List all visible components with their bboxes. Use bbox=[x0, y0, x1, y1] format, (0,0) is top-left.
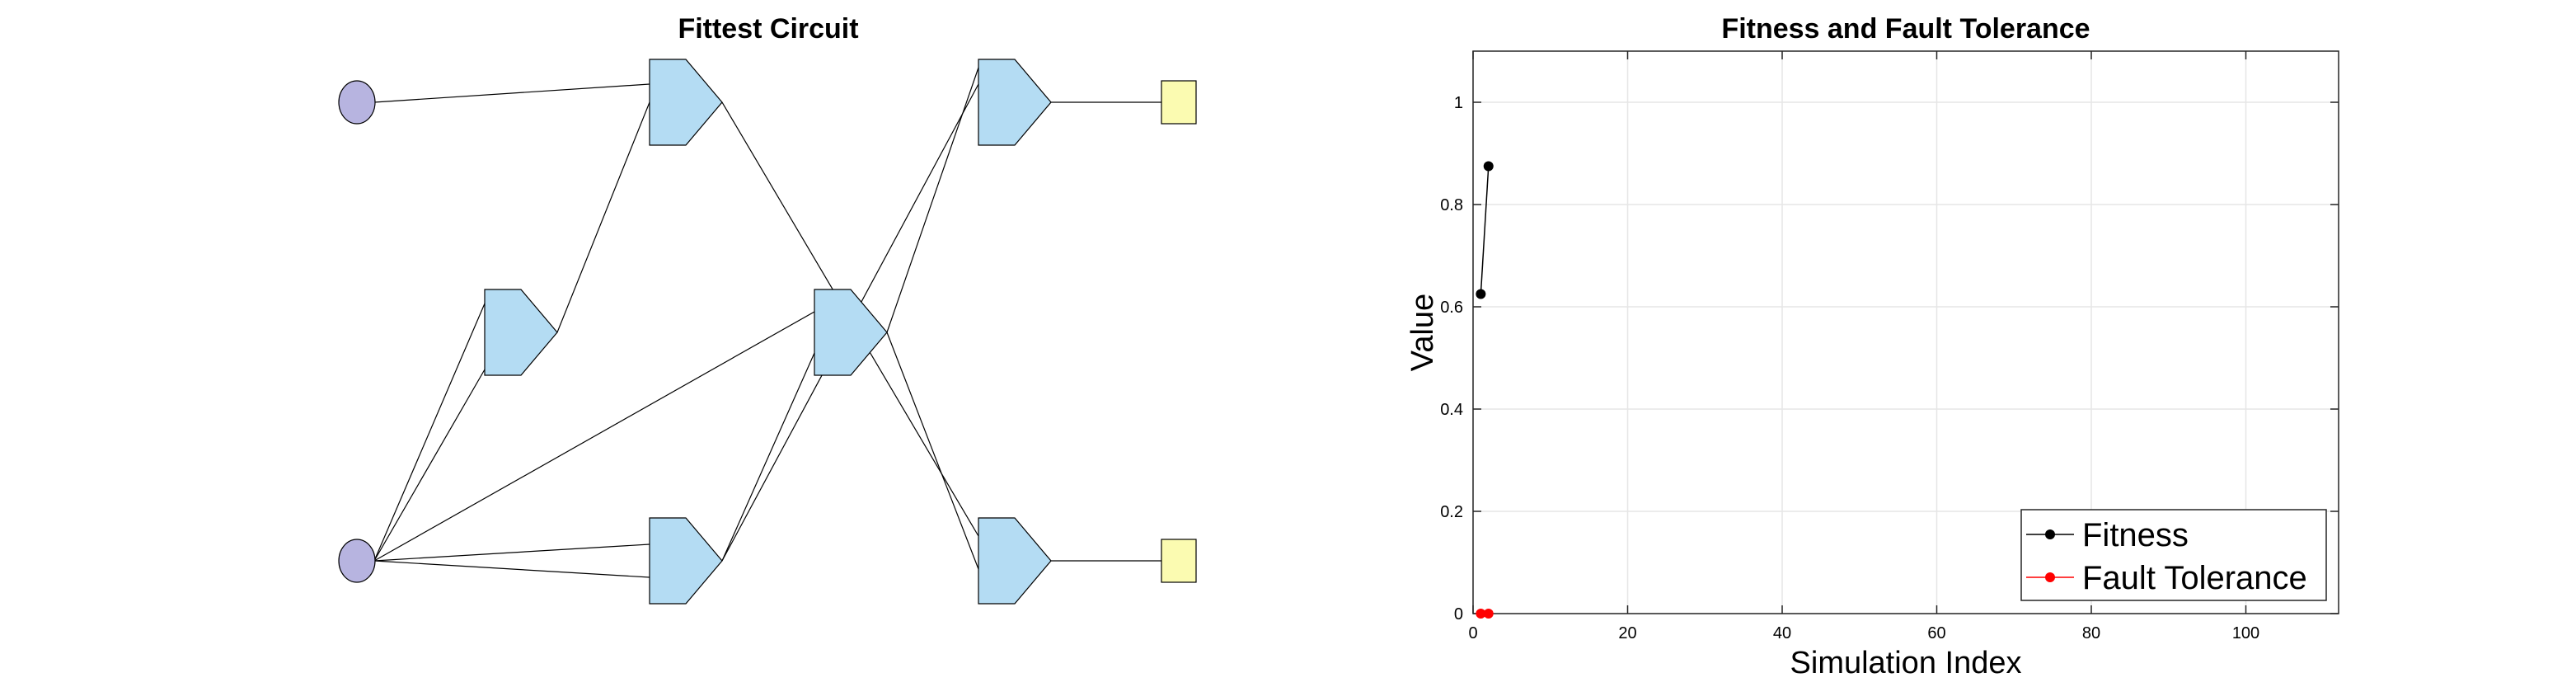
gate-node-g_center bbox=[814, 289, 888, 376]
chart-series bbox=[1476, 161, 1494, 619]
data-point bbox=[1476, 289, 1486, 299]
y-axis-label: Value bbox=[1405, 294, 1440, 371]
y-tick-label: 0.8 bbox=[1440, 196, 1463, 214]
x-tick-label: 100 bbox=[2232, 624, 2259, 642]
gate-node-g_mid_left bbox=[484, 289, 558, 376]
output-node-out2 bbox=[1161, 539, 1197, 583]
circuit-wires bbox=[373, 67, 1161, 578]
data-point bbox=[1483, 609, 1494, 619]
chart-ticks: 0 20 40 60 80 100 0 0.2 0.4 0.6 0.8 1 bbox=[1440, 51, 2339, 642]
gate-node-g_top bbox=[649, 59, 723, 146]
series-line bbox=[1480, 166, 1490, 294]
fitness-chart: Fitness and Fault Tolerance 0 20 40 60 80 100… bbox=[1405, 13, 2339, 680]
input-node-in2 bbox=[338, 539, 376, 583]
x-tick-label: 0 bbox=[1468, 624, 1477, 642]
y-tick-label: 0.6 bbox=[1440, 299, 1463, 317]
chart-axes-box bbox=[1472, 50, 2339, 614]
circuit-wire bbox=[556, 101, 650, 333]
circuit-nodes bbox=[338, 59, 1197, 605]
legend-label: Fitness bbox=[2082, 517, 2189, 553]
x-tick-label: 60 bbox=[1927, 624, 1945, 642]
gate-node-g_out_bottom bbox=[978, 517, 1052, 605]
series-0 bbox=[1476, 161, 1494, 299]
chart-legend: Fitness Fault Tolerance bbox=[2020, 509, 2327, 601]
legend-marker bbox=[2045, 572, 2055, 582]
circuit-wire bbox=[373, 83, 650, 103]
circuit-wire bbox=[373, 543, 650, 562]
y-tick-label: 0.2 bbox=[1440, 503, 1463, 521]
gate-node-g_out_top bbox=[978, 59, 1052, 146]
legend-item: Fault Tolerance bbox=[2026, 560, 2307, 596]
circuit-wire bbox=[373, 369, 486, 562]
circuit-wire bbox=[886, 332, 979, 570]
x-tick-label: 20 bbox=[1618, 624, 1636, 642]
data-point bbox=[1483, 161, 1494, 172]
y-tick-label: 0 bbox=[1454, 605, 1463, 623]
x-axis-label: Simulation Index bbox=[1790, 646, 2022, 680]
legend-label: Fault Tolerance bbox=[2082, 560, 2307, 596]
circuit-wire bbox=[886, 67, 979, 333]
circuit-wire bbox=[721, 352, 815, 562]
x-tick-label: 80 bbox=[2082, 624, 2100, 642]
circuit-wire bbox=[373, 303, 486, 562]
circuit-wire bbox=[373, 560, 650, 578]
chart-title: Fitness and Fault Tolerance bbox=[1721, 13, 2090, 45]
series-1 bbox=[1476, 609, 1494, 619]
data-point bbox=[1476, 609, 1486, 619]
input-node-in1 bbox=[338, 80, 376, 125]
circuit-title: Fittest Circuit bbox=[678, 13, 858, 45]
y-tick-label: 1 bbox=[1454, 94, 1463, 112]
x-tick-label: 40 bbox=[1773, 624, 1791, 642]
legend-box bbox=[2020, 509, 2327, 601]
y-tick-label: 0.4 bbox=[1440, 401, 1463, 419]
output-node-out1 bbox=[1161, 80, 1197, 125]
circuit-diagram: Fittest Circuit bbox=[338, 13, 1197, 605]
gate-node-g_bottom bbox=[649, 517, 723, 605]
legend-marker bbox=[2045, 529, 2055, 539]
circuit-wire bbox=[373, 311, 815, 562]
legend-item: Fitness bbox=[2026, 517, 2189, 553]
